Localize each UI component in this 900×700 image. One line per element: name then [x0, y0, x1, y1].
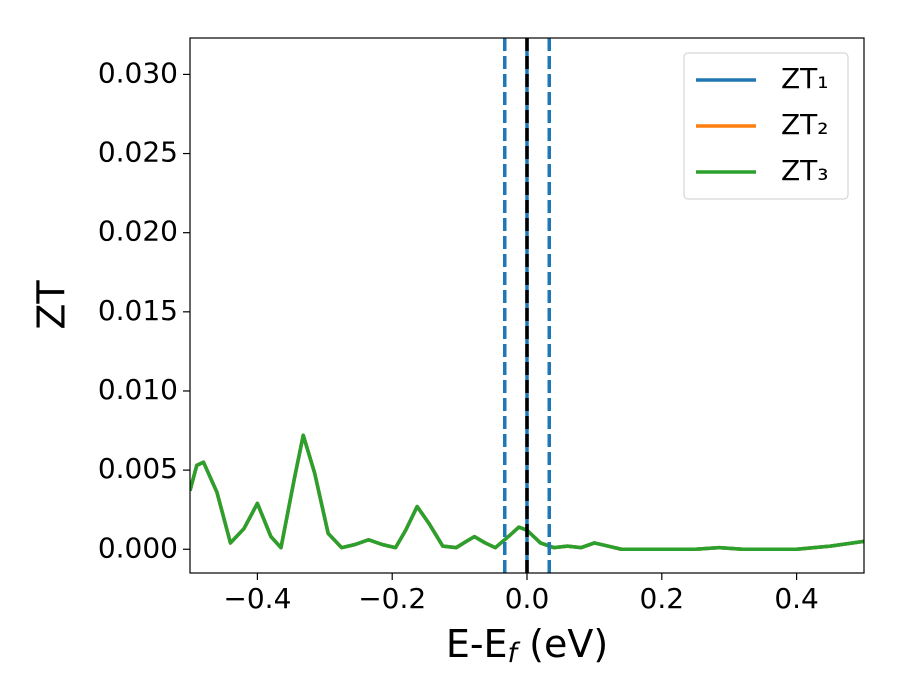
y-tick-label: 0.020: [98, 215, 178, 248]
x-tick-label: −0.4: [223, 582, 291, 615]
y-tick-label: 0.015: [98, 294, 178, 327]
x-tick-label: 0.0: [505, 582, 550, 615]
legend-box: [683, 52, 849, 200]
x-tick-label: −0.2: [358, 582, 426, 615]
y-axis-label: ZT: [30, 280, 74, 330]
y-tick-label: 0.030: [98, 56, 178, 89]
y-tick-label: 0.010: [98, 373, 178, 406]
legend-label: ZT₃: [781, 154, 829, 187]
plot-frame: [189, 37, 865, 574]
y-tick-label: 0.000: [98, 531, 178, 564]
x-label-rest: (eV): [517, 622, 608, 666]
series-line: [190, 433, 864, 552]
y-tick-label: 0.025: [98, 136, 178, 169]
x-axis-label: E-Ef (eV): [446, 622, 608, 669]
x-label-main: E-E: [446, 622, 508, 666]
y-tick-label: 0.005: [98, 452, 178, 485]
x-tick-label: 0.2: [640, 582, 685, 615]
legend-label: ZT₁: [781, 62, 829, 95]
x-tick-label: 0.4: [774, 582, 819, 615]
legend-label: ZT₂: [781, 108, 829, 141]
